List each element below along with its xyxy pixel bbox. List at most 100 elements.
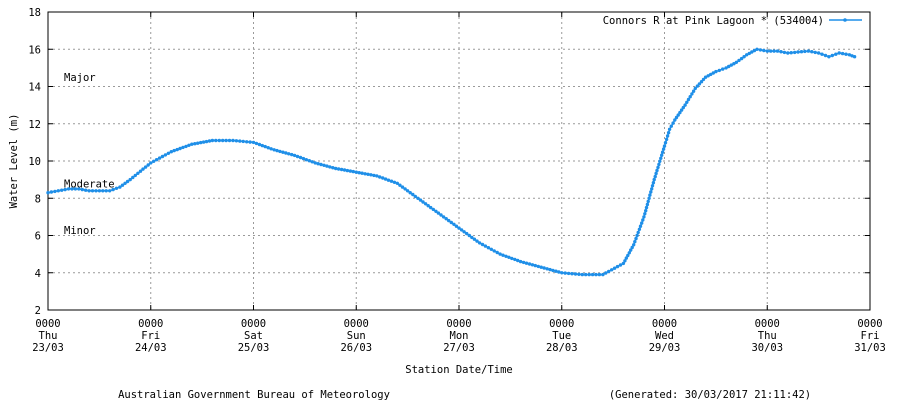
series-point (612, 266, 617, 270)
series-point (152, 159, 156, 163)
series-point (175, 147, 179, 152)
series-point (224, 138, 228, 143)
series-point (660, 150, 665, 154)
series-point (665, 134, 670, 138)
series-point (691, 89, 696, 93)
annotation-moderate: Moderate (64, 178, 115, 190)
series-point (287, 152, 291, 156)
x-tick-time: 0000 (549, 318, 574, 330)
series-point (632, 243, 636, 247)
series-point (149, 161, 153, 165)
series-point (383, 177, 388, 181)
x-tick-time: 0000 (241, 318, 266, 330)
series-point (539, 265, 543, 269)
series-point (290, 152, 294, 157)
series-point (618, 263, 623, 267)
series-point (604, 271, 608, 275)
series-point (275, 148, 279, 153)
series-point (530, 263, 535, 267)
series-point (357, 171, 361, 175)
series-point (666, 131, 671, 135)
series-point (653, 174, 657, 179)
series-point (234, 139, 239, 143)
series-point (307, 159, 311, 163)
series-point (590, 272, 595, 277)
series-point (227, 138, 232, 143)
series-point (615, 264, 620, 269)
series-point (154, 158, 159, 162)
series-point (441, 215, 446, 219)
series-point (673, 118, 677, 122)
series-point (769, 49, 773, 53)
series-point (123, 181, 127, 185)
series-point (146, 163, 150, 167)
x-tick-time: 0000 (344, 318, 369, 330)
series-point (178, 146, 182, 151)
series-point (63, 187, 67, 192)
series-point (257, 142, 262, 147)
series-point (454, 224, 459, 228)
series-point (266, 146, 270, 150)
series-point (416, 196, 420, 200)
series-point (587, 272, 591, 277)
series-point (248, 140, 252, 144)
series-point (328, 165, 332, 169)
series-point (729, 63, 733, 67)
series-point (495, 250, 499, 255)
series-point (190, 142, 194, 146)
series-point (470, 235, 474, 240)
series-point (671, 121, 675, 125)
series-point (669, 124, 673, 128)
series-point (141, 167, 145, 171)
series-point (354, 170, 358, 174)
series-point (737, 58, 741, 63)
series-point (231, 138, 235, 143)
series-point (813, 50, 817, 55)
series-point (475, 239, 479, 243)
x-tick-time: 0000 (652, 318, 677, 330)
series-point (667, 127, 672, 131)
series-point (483, 244, 488, 248)
series-point (378, 175, 382, 179)
series-point (238, 139, 242, 143)
series-point (133, 173, 137, 178)
y-tick-label: 4 (35, 268, 41, 280)
series-point (676, 113, 680, 117)
series-point (521, 260, 526, 265)
series-point (160, 154, 165, 159)
x-tick-time: 0000 (857, 318, 882, 330)
x-tick-day: Mon (450, 330, 469, 342)
series-point (459, 228, 464, 232)
series-point (411, 192, 415, 197)
series-point (80, 187, 85, 192)
x-tick-day: Fri (141, 330, 160, 342)
series-point (752, 48, 757, 53)
series-point (66, 187, 71, 191)
x-tick-date: 24/03 (135, 342, 167, 354)
series-point (241, 139, 245, 144)
series-point (138, 169, 143, 173)
series-point (421, 200, 425, 204)
legend-marker (843, 18, 847, 22)
series-point (457, 226, 461, 230)
series-point (527, 262, 532, 266)
series-point (793, 50, 797, 55)
series-point (272, 148, 276, 152)
series-point (366, 172, 370, 176)
series-point (510, 256, 514, 261)
series-point (254, 141, 259, 146)
x-axis: 0000Thu23/030000Fri24/030000Sat25/030000… (32, 12, 886, 354)
series-point (810, 50, 814, 54)
series-point (498, 252, 502, 256)
series-point (739, 56, 744, 61)
series-point (573, 272, 578, 276)
x-tick-day: Wed (655, 330, 674, 342)
series-point (369, 173, 373, 177)
series-point (196, 141, 200, 145)
series-point (650, 184, 655, 188)
series-point (400, 185, 405, 189)
x-tick-day: Thu (39, 330, 58, 342)
series-point (518, 259, 523, 264)
y-axis-title: Water Level (m) (8, 114, 20, 209)
series-point (431, 207, 435, 212)
